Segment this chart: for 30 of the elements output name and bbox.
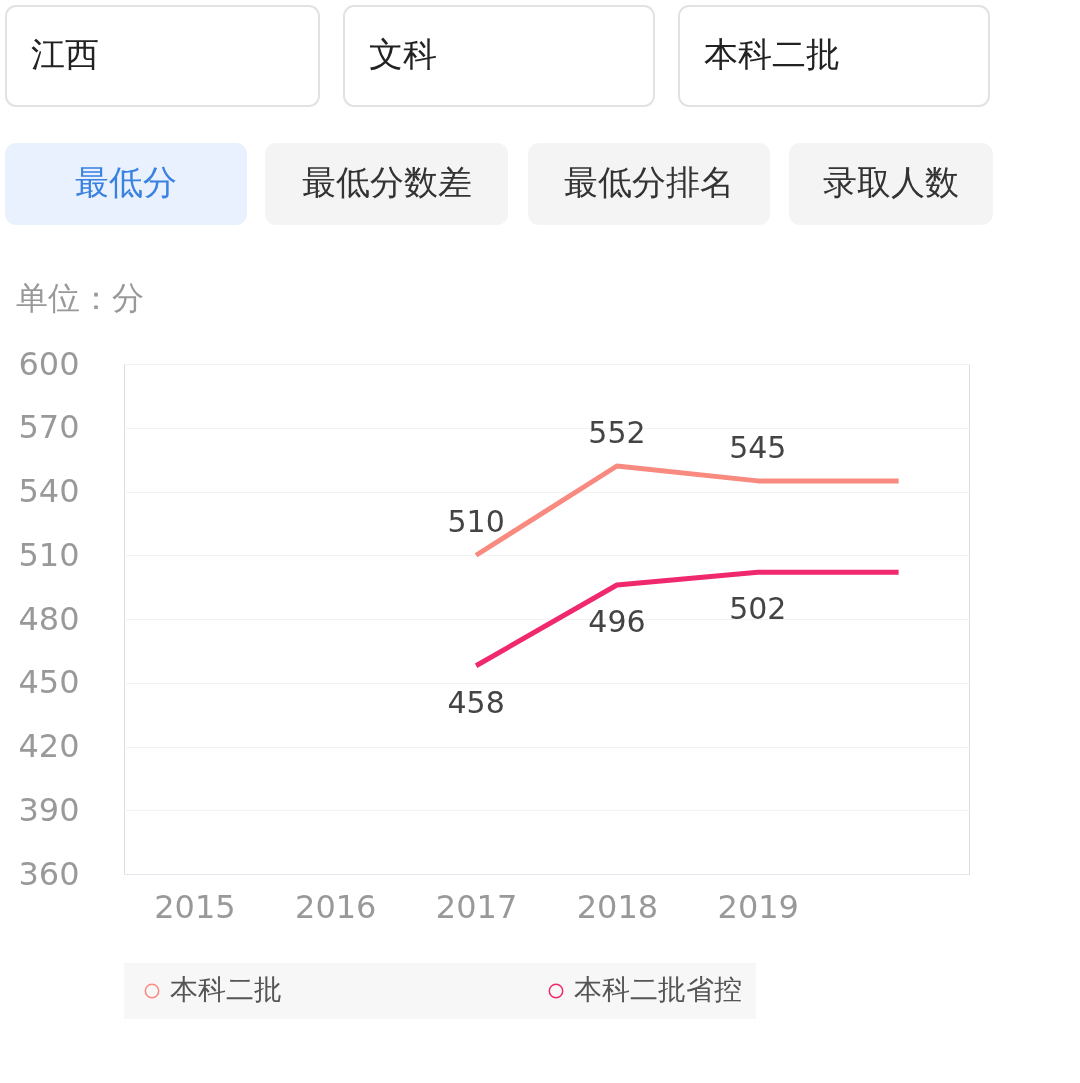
text: 最低分数差	[301, 162, 472, 202]
y-tick-label: 390	[18, 790, 80, 829]
data-label: 496	[588, 604, 646, 639]
data-label: 458	[447, 684, 505, 720]
data-label: 552	[588, 415, 646, 450]
text: 最低分	[75, 162, 177, 202]
data-label: 510	[447, 504, 505, 540]
y-tick-label: 540	[18, 472, 80, 510]
text: 文科	[369, 34, 437, 74]
y-tick-label: 480	[18, 599, 80, 638]
y-tick-label: 360	[18, 854, 80, 893]
text: 最低分排名	[564, 162, 734, 202]
y-tick-label: 600	[18, 344, 80, 383]
x-tick-label: 2016	[295, 887, 377, 926]
x-tick-label: 2017	[435, 887, 518, 926]
y-tick-label: 420	[18, 727, 80, 765]
data-label: 502	[729, 591, 787, 627]
x-tick-label: 2015	[154, 887, 236, 926]
text: 江西	[31, 34, 99, 74]
y-tick-label: 570	[18, 408, 80, 447]
text: 录取人数	[823, 162, 959, 202]
y-axis-title: 单位：分	[16, 279, 144, 317]
legend-label: 本科二批省控	[574, 973, 742, 1006]
legend-label: 本科二批	[170, 973, 282, 1006]
data-label: 545	[729, 429, 787, 465]
y-tick-label: 510	[18, 535, 80, 574]
text: 本科二批	[704, 34, 840, 74]
x-tick-label: 2018	[576, 887, 659, 926]
x-tick-label: 2019	[717, 887, 799, 926]
y-tick-label: 450	[18, 663, 80, 702]
